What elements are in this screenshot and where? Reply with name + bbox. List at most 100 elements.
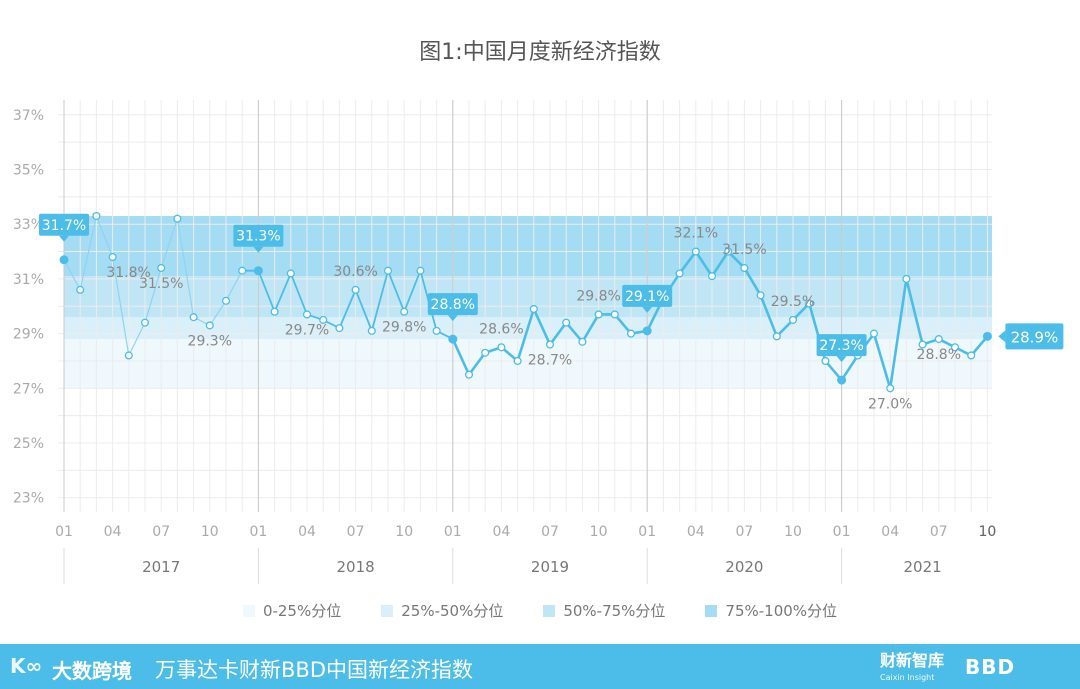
x-tick-label: 01: [833, 524, 851, 540]
data-label: 29.7%: [285, 322, 329, 338]
data-label: 28.7%: [528, 353, 572, 369]
data-point-highlight: [982, 331, 992, 341]
data-point: [335, 324, 344, 333]
callout-label: 31.3%: [236, 229, 280, 245]
callout-box: [39, 213, 89, 236]
line-chart: 23% 25% 27% 29% 31% 33% 35% 37% 01 04 07 10 01 04 07 10…: [13, 100, 1064, 584]
data-label: 29.8%: [576, 288, 620, 304]
data-point: [173, 214, 182, 223]
data-point: [545, 340, 555, 349]
y-tick-label: 35%: [13, 163, 44, 179]
series-line-segment: [532, 307, 552, 346]
series-line-segment: [888, 277, 908, 390]
data-point: [140, 318, 150, 327]
series-line-segment: [403, 269, 422, 313]
x-tick-label: 10: [590, 524, 608, 540]
data-point: [707, 272, 717, 281]
series-line-segment: [176, 218, 195, 318]
series-line-segment: [710, 250, 730, 278]
year-label: 2020: [725, 558, 763, 576]
legend-swatch: [705, 604, 718, 617]
y-tick-label: 33%: [13, 217, 44, 233]
data-label: 28.6%: [479, 321, 523, 337]
data-point-highlight: [642, 326, 652, 336]
y-tick-label: 25%: [13, 436, 44, 452]
legend-item-q3: 50%-75%分位: [543, 600, 665, 621]
data-point: [691, 247, 700, 256]
data-point: [481, 348, 490, 357]
data-point: [189, 313, 198, 322]
callout-box: [622, 284, 673, 307]
series-line-segment: [872, 332, 892, 390]
footer-title: 万事达卡财新BBD中国新经济指数: [155, 658, 473, 682]
series-line-segment: [451, 337, 471, 376]
series-line-segment: [144, 267, 162, 324]
x-tick-label: 07: [541, 524, 559, 540]
x-tick-label: 10: [201, 524, 219, 540]
data-point-highlight: [448, 334, 458, 344]
brand-name: 大数跨境: [52, 659, 132, 683]
data-point: [562, 318, 571, 327]
data-point: [578, 337, 587, 346]
publisher-caixin: 财新智库: [880, 651, 945, 670]
legend-swatch: [242, 604, 255, 617]
data-point: [238, 266, 247, 275]
last-callout-label: 28.9%: [1011, 328, 1059, 346]
last-callout-box: [1005, 323, 1064, 350]
series-line-segment: [95, 215, 114, 258]
data-point: [432, 326, 441, 335]
data-point: [513, 356, 522, 366]
x-tick-label: 07: [152, 524, 170, 540]
callout-pointer: [59, 235, 69, 242]
data-point: [772, 332, 781, 341]
data-point: [286, 269, 295, 278]
series-line-segment: [354, 288, 373, 332]
x-tick-label: 07: [347, 524, 365, 540]
publisher-caixin-sub: Caixin Insight: [880, 673, 935, 682]
data-point: [788, 315, 798, 324]
data-point: [383, 266, 393, 275]
x-tick-label: 10: [978, 524, 996, 540]
legend-label: 50%-75%分位: [563, 602, 666, 620]
legend-item-q1: 0-25%分位: [242, 600, 341, 621]
legend-swatch: [381, 604, 394, 617]
data-point: [821, 356, 830, 366]
y-tick-label: 31%: [13, 272, 44, 288]
data-label: 31.5%: [722, 242, 766, 258]
footer-bar: K∞ 大数跨境 万事达卡财新BBD中国新经济指数 财新智库 Caixin Ins…: [0, 644, 1080, 689]
data-point: [92, 211, 101, 221]
series-line-segment: [160, 218, 178, 269]
legend-label: 25%-50%分位: [401, 602, 504, 620]
data-point: [270, 307, 279, 316]
x-tick-label: 04: [881, 524, 899, 540]
series-line-segment: [273, 272, 292, 313]
series-line-segment: [694, 250, 714, 278]
data-point: [529, 304, 538, 314]
x-tick-label: 04: [104, 524, 122, 540]
publisher-bbd: BBD: [965, 655, 1016, 679]
data-label: 30.6%: [333, 264, 377, 280]
data-point: [967, 351, 976, 360]
chart-title: 图1:中国月度新经济指数: [419, 40, 661, 65]
x-tick-label: 01: [444, 524, 462, 540]
data-point: [76, 285, 85, 294]
data-point: [319, 315, 328, 324]
data-point: [869, 329, 879, 338]
last-callout-pointer: [998, 330, 1006, 343]
legend-item-q2: 25%-50%分位: [381, 600, 503, 621]
callout-box: [233, 224, 284, 247]
data-point: [675, 269, 684, 278]
data-point: [221, 296, 231, 305]
data-point: [464, 370, 474, 379]
x-tick-label: 07: [930, 524, 948, 540]
x-tick-label: 10: [784, 524, 802, 540]
series-line-segment: [128, 322, 146, 357]
x-tick-label: 07: [735, 524, 753, 540]
series-line-segment: [209, 300, 227, 326]
data-point: [400, 307, 409, 316]
series-line-segment: [338, 288, 357, 330]
callout-pointer: [253, 246, 264, 253]
series-line-segment: [548, 321, 568, 346]
series-line-segment: [225, 270, 243, 302]
x-tick-label: 01: [249, 524, 267, 540]
